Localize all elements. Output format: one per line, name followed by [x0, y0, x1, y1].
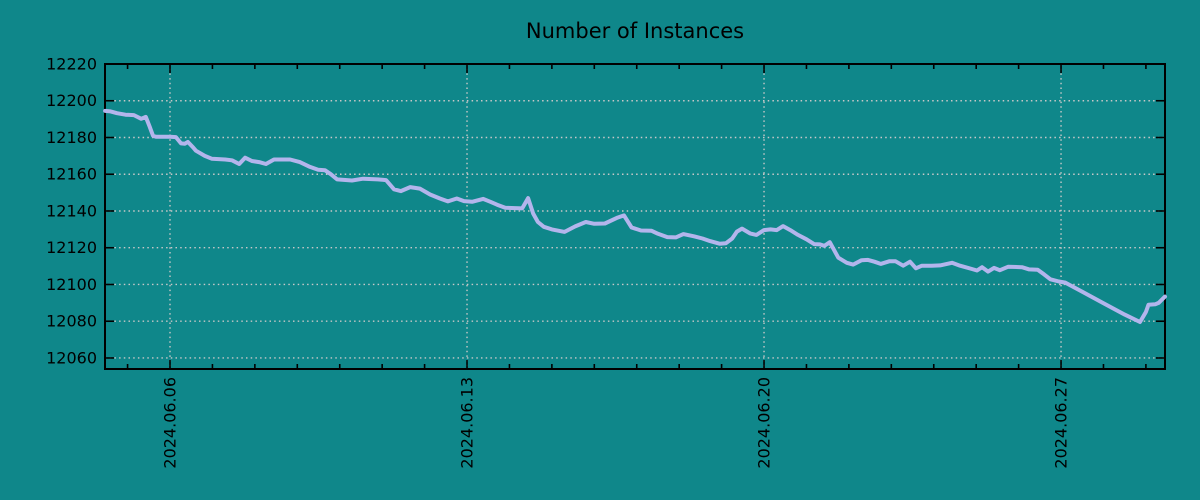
y-tick-label: 12220	[46, 55, 97, 74]
x-tick-label: 2024.06.20	[755, 377, 774, 469]
x-tick-label: 2024.06.27	[1052, 377, 1071, 469]
y-tick-label: 12200	[46, 91, 97, 110]
grid-layer	[105, 64, 1165, 369]
axis-label-layer: 12060 12080 12100 12120 12140 12160 12180 12200…	[46, 55, 1070, 469]
tick-layer	[105, 63, 1165, 369]
y-tick-label: 12180	[46, 128, 97, 147]
chart-title: Number of Instances	[526, 19, 744, 43]
y-tick-label: 12140	[46, 201, 97, 220]
series-line-instances	[103, 108, 1167, 324]
y-tick-label: 12120	[46, 238, 97, 257]
y-tick-label: 12080	[46, 312, 97, 331]
y-tick-label: 12160	[46, 165, 97, 184]
y-tick-label: 12100	[46, 275, 97, 294]
x-tick-label: 2024.06.13	[458, 377, 477, 469]
x-tick-label: 2024.06.06	[161, 377, 180, 469]
plot-border	[104, 63, 1166, 370]
y-tick-label: 12060	[46, 348, 97, 367]
